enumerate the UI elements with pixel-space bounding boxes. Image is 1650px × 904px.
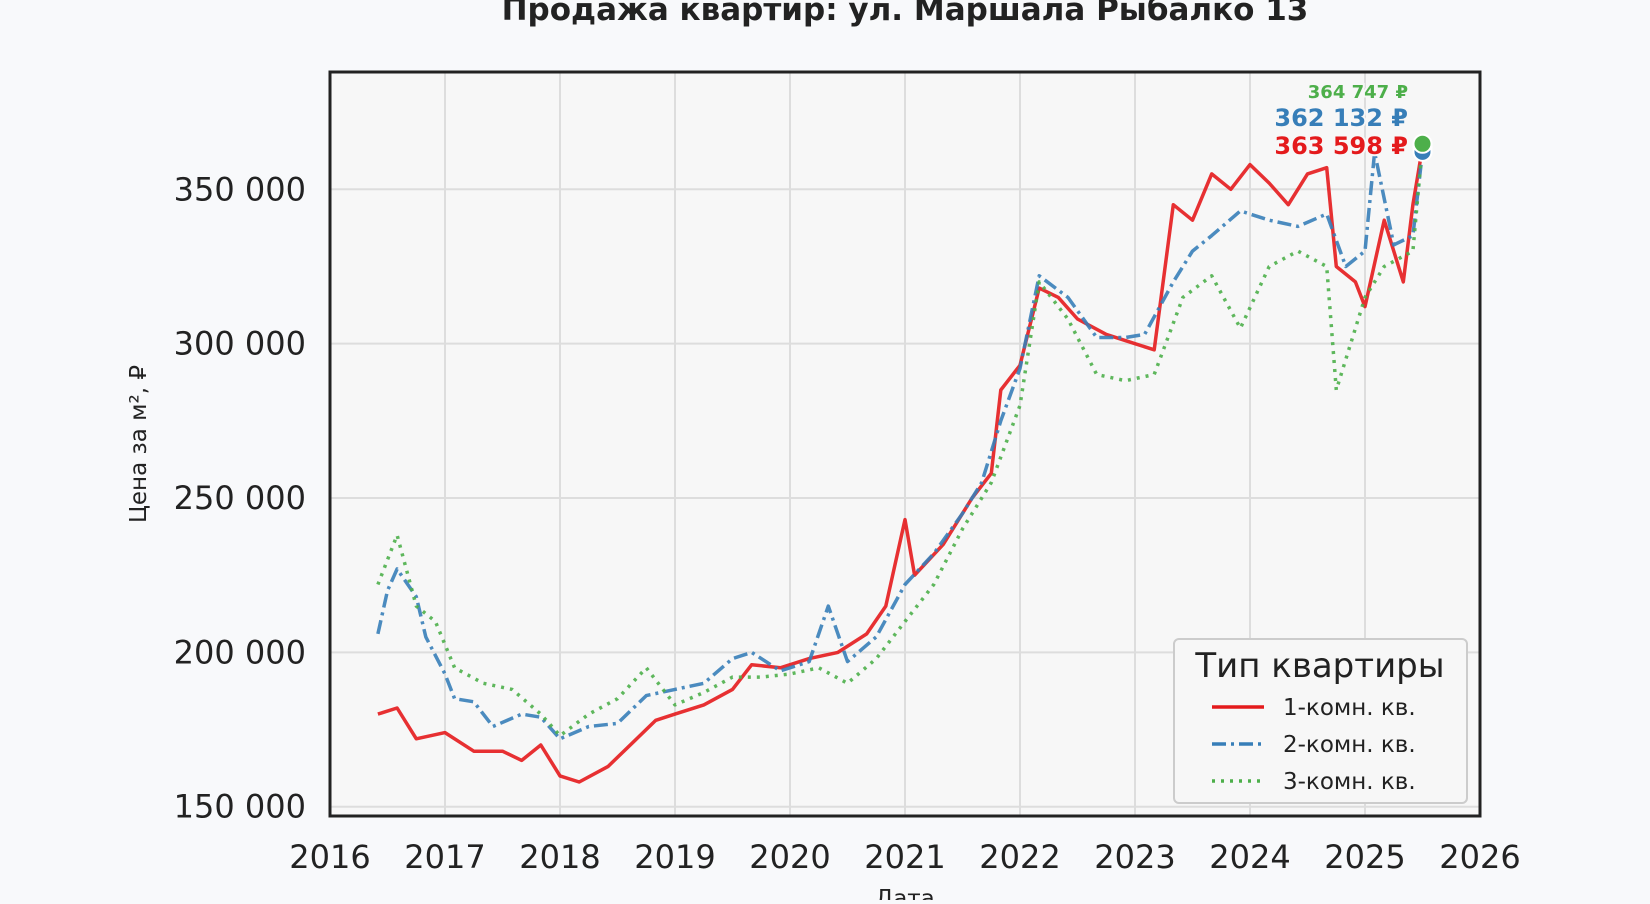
last-value-label: 362 132 ₽ bbox=[1274, 104, 1408, 132]
y-tick-label: 250 000 bbox=[174, 479, 306, 517]
x-tick-label: 2020 bbox=[749, 838, 830, 876]
series-lines bbox=[376, 143, 1425, 784]
legend-title: Тип квартиры bbox=[1194, 646, 1444, 686]
x-tick-label: 2019 bbox=[634, 838, 715, 876]
x-tick-label: 2025 bbox=[1324, 838, 1405, 876]
last-value-label: 363 598 ₽ bbox=[1274, 132, 1408, 160]
x-tick-label: 2018 bbox=[519, 838, 600, 876]
legend-label: 2-комн. кв. bbox=[1283, 732, 1416, 758]
plot-frame bbox=[328, 70, 1482, 818]
last-value-label: 364 747 ₽ bbox=[1308, 82, 1408, 103]
x-tick-label: 2022 bbox=[979, 838, 1060, 876]
x-tick-label: 2026 bbox=[1439, 838, 1520, 876]
y-tick-label: 200 000 bbox=[174, 633, 306, 671]
last-point-marker bbox=[1412, 133, 1433, 154]
y-axis-label: Цена за м², ₽ bbox=[126, 365, 152, 523]
last-value-annotations: 363 598 ₽362 132 ₽364 747 ₽ bbox=[1272, 80, 1433, 162]
series-line-2-room bbox=[376, 150, 1425, 741]
legend-box bbox=[1173, 638, 1468, 804]
chart-title: Продажа квартир: ул. Маршала Рыбалко 13 bbox=[502, 0, 1309, 28]
y-tick-label: 350 000 bbox=[174, 170, 306, 208]
x-tick-label: 2017 bbox=[404, 838, 485, 876]
legend: Тип квартиры 1-комн. кв. 2-комн. кв. 3-ком… bbox=[1173, 638, 1468, 804]
x-tick-label: 2023 bbox=[1094, 838, 1175, 876]
y-tick-label: 150 000 bbox=[174, 788, 306, 826]
y-axis-ticks: 150 000 200 000 250 000 300 000 350 000 bbox=[174, 170, 306, 825]
y-tick-label: 300 000 bbox=[174, 325, 306, 363]
legend-label: 3-комн. кв. bbox=[1283, 769, 1416, 795]
x-tick-label: 2024 bbox=[1209, 838, 1290, 876]
legend-label: 1-комн. кв. bbox=[1283, 695, 1416, 721]
x-tick-label: 2016 bbox=[289, 838, 370, 876]
x-axis-label: Дата bbox=[875, 886, 935, 900]
x-tick-label: 2021 bbox=[864, 838, 945, 876]
grid bbox=[329, 72, 1481, 816]
x-axis-ticks: 2016 2017 2018 2019 2020 2021 2022 2023 2024 2025… bbox=[289, 838, 1520, 876]
series-line-3-room bbox=[376, 143, 1425, 738]
